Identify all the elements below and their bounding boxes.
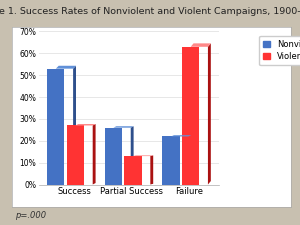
Bar [47,69,64,184]
Polygon shape [73,66,76,184]
Polygon shape [113,126,134,128]
Bar [67,126,84,184]
Legend: Nonviolent, Violent: Nonviolent, Violent [259,36,300,65]
Polygon shape [191,43,211,47]
Polygon shape [150,155,153,184]
Polygon shape [56,66,76,69]
Bar [182,47,199,184]
Text: p=.000: p=.000 [15,212,46,220]
Polygon shape [188,135,191,184]
Bar [105,128,122,184]
Polygon shape [208,43,211,184]
Polygon shape [171,135,191,136]
Bar [162,136,180,184]
Polygon shape [93,124,96,184]
Bar [124,156,142,184]
Polygon shape [133,155,153,156]
Text: Figure 1. Success Rates of Nonviolent and Violent Campaigns, 1900-2006: Figure 1. Success Rates of Nonviolent an… [0,7,300,16]
Polygon shape [131,126,134,184]
Polygon shape [75,124,96,126]
